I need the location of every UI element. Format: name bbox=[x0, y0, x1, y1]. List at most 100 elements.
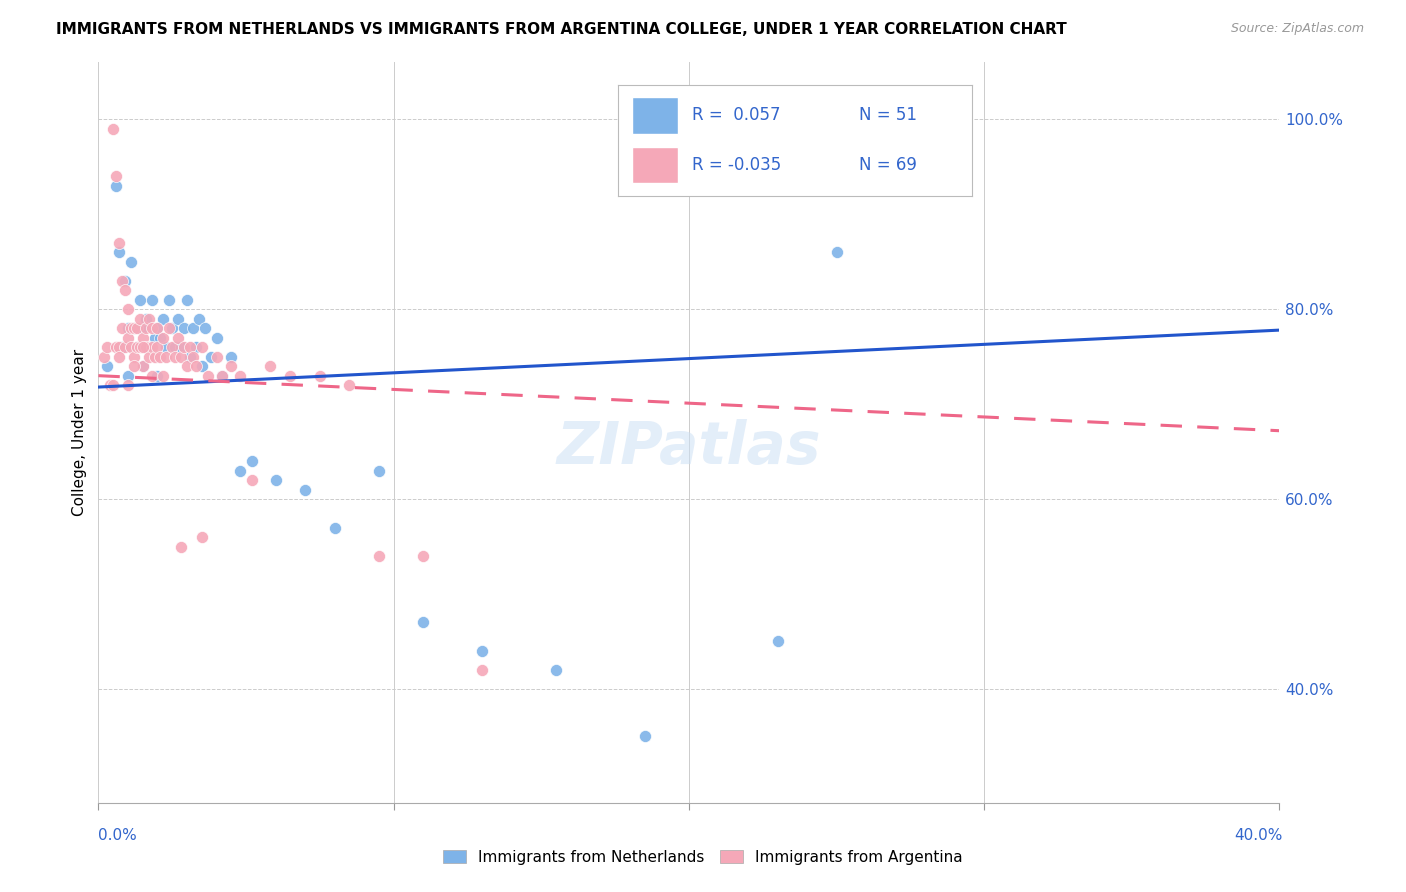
Point bbox=[105, 340, 128, 354]
Point bbox=[205, 350, 228, 364]
Point bbox=[152, 311, 174, 326]
Point bbox=[117, 378, 139, 392]
Point bbox=[309, 368, 332, 383]
Point bbox=[122, 350, 145, 364]
Point bbox=[412, 549, 434, 563]
Point bbox=[633, 730, 655, 744]
Point bbox=[125, 340, 148, 354]
Text: Source: ZipAtlas.com: Source: ZipAtlas.com bbox=[1230, 22, 1364, 36]
Point bbox=[187, 311, 209, 326]
Point bbox=[825, 245, 848, 260]
Point bbox=[135, 311, 157, 326]
Point bbox=[766, 634, 789, 648]
Point bbox=[105, 178, 128, 193]
Point bbox=[138, 311, 160, 326]
Point bbox=[191, 340, 214, 354]
Point bbox=[105, 169, 128, 184]
Point bbox=[205, 331, 228, 345]
Point bbox=[170, 340, 193, 354]
Text: 0.0%: 0.0% bbox=[98, 828, 138, 843]
Point bbox=[264, 473, 287, 487]
Point bbox=[167, 331, 190, 345]
Point bbox=[146, 340, 169, 354]
Point bbox=[103, 378, 125, 392]
Point bbox=[368, 549, 391, 563]
Point bbox=[132, 359, 155, 374]
Point bbox=[240, 473, 263, 487]
Point bbox=[108, 340, 131, 354]
Point bbox=[114, 340, 136, 354]
Point bbox=[141, 340, 163, 354]
Point bbox=[162, 321, 183, 335]
Text: ZIPatlas: ZIPatlas bbox=[557, 419, 821, 476]
Point bbox=[176, 293, 198, 307]
Point bbox=[128, 293, 150, 307]
Legend: Immigrants from Netherlands, Immigrants from Argentina: Immigrants from Netherlands, Immigrants … bbox=[437, 844, 969, 871]
Point bbox=[155, 350, 177, 364]
Point bbox=[229, 464, 252, 478]
Point bbox=[211, 368, 233, 383]
Point bbox=[170, 540, 193, 554]
Point bbox=[132, 321, 155, 335]
Point bbox=[259, 359, 281, 374]
Point bbox=[93, 350, 115, 364]
Y-axis label: College, Under 1 year: College, Under 1 year bbox=[72, 349, 87, 516]
Point bbox=[96, 340, 118, 354]
Point bbox=[108, 235, 131, 250]
Point bbox=[152, 331, 174, 345]
Point bbox=[162, 340, 183, 354]
Point bbox=[138, 340, 160, 354]
Point bbox=[122, 321, 145, 335]
Point bbox=[211, 368, 233, 383]
Point bbox=[184, 340, 207, 354]
Point bbox=[368, 464, 391, 478]
Point bbox=[146, 321, 169, 335]
Point bbox=[122, 359, 145, 374]
Point bbox=[191, 359, 214, 374]
Point bbox=[165, 350, 187, 364]
Point bbox=[194, 321, 217, 335]
Point bbox=[149, 331, 172, 345]
Point bbox=[167, 311, 190, 326]
Point bbox=[117, 302, 139, 317]
Point bbox=[181, 350, 204, 364]
Point bbox=[132, 340, 155, 354]
Point bbox=[179, 350, 201, 364]
Point bbox=[135, 321, 157, 335]
Point bbox=[120, 321, 142, 335]
Point bbox=[157, 321, 180, 335]
Point bbox=[152, 368, 174, 383]
Point bbox=[141, 293, 163, 307]
Point bbox=[339, 378, 360, 392]
Point bbox=[117, 368, 139, 383]
Point bbox=[155, 340, 177, 354]
Point bbox=[128, 311, 150, 326]
Point bbox=[108, 350, 131, 364]
Point bbox=[111, 321, 134, 335]
Point bbox=[143, 350, 166, 364]
Point bbox=[120, 254, 142, 268]
Point bbox=[125, 321, 148, 335]
Point bbox=[96, 359, 118, 374]
Point bbox=[108, 245, 131, 260]
Point bbox=[173, 340, 195, 354]
Point bbox=[98, 378, 121, 392]
Point bbox=[323, 520, 346, 534]
Point bbox=[157, 293, 180, 307]
Text: IMMIGRANTS FROM NETHERLANDS VS IMMIGRANTS FROM ARGENTINA COLLEGE, UNDER 1 YEAR C: IMMIGRANTS FROM NETHERLANDS VS IMMIGRANT… bbox=[56, 22, 1067, 37]
Point bbox=[141, 321, 163, 335]
Point bbox=[197, 368, 219, 383]
Point bbox=[191, 530, 214, 544]
Point bbox=[122, 321, 145, 335]
Point bbox=[170, 350, 193, 364]
Point bbox=[219, 350, 242, 364]
Point bbox=[146, 321, 169, 335]
Point bbox=[114, 274, 136, 288]
Point bbox=[176, 359, 198, 374]
Point bbox=[229, 368, 252, 383]
Point bbox=[181, 321, 204, 335]
Point bbox=[117, 331, 139, 345]
Point bbox=[240, 454, 263, 468]
Point bbox=[412, 615, 434, 630]
Point bbox=[471, 663, 494, 677]
